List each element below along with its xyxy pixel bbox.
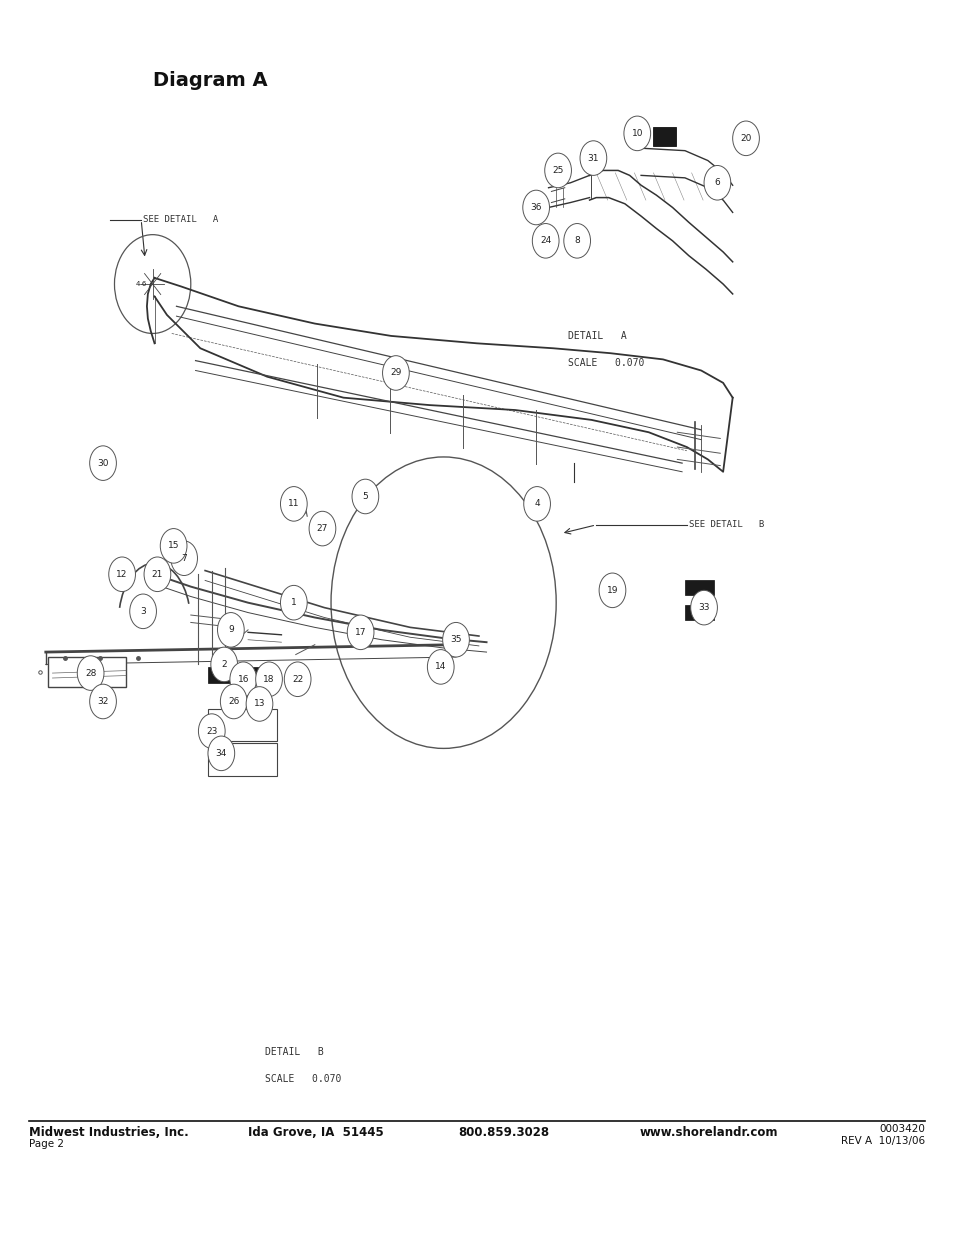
Text: 14: 14 <box>435 662 446 672</box>
Text: SCALE   0.070: SCALE 0.070 <box>567 358 643 368</box>
FancyBboxPatch shape <box>208 709 276 741</box>
Text: 4-6: 4-6 <box>135 282 147 287</box>
Text: 10: 10 <box>631 128 642 138</box>
Text: 13: 13 <box>253 699 265 709</box>
Circle shape <box>522 190 549 225</box>
Circle shape <box>382 356 409 390</box>
Text: REV A  10/13/06: REV A 10/13/06 <box>841 1136 924 1146</box>
Text: Diagram A: Diagram A <box>152 70 267 90</box>
Text: 800.859.3028: 800.859.3028 <box>457 1126 549 1140</box>
Text: 34: 34 <box>215 748 227 758</box>
Circle shape <box>130 594 156 629</box>
Text: 26: 26 <box>228 697 239 706</box>
Text: Midwest Industries, Inc.: Midwest Industries, Inc. <box>29 1126 188 1140</box>
Circle shape <box>347 615 374 650</box>
Circle shape <box>280 585 307 620</box>
Text: 1: 1 <box>291 598 296 608</box>
Text: DETAIL   A: DETAIL A <box>567 331 626 341</box>
Circle shape <box>623 116 650 151</box>
Text: 35: 35 <box>450 635 461 645</box>
Circle shape <box>523 487 550 521</box>
Text: Ida Grove, IA  51445: Ida Grove, IA 51445 <box>248 1126 383 1140</box>
Text: 7: 7 <box>181 553 187 563</box>
Circle shape <box>579 141 606 175</box>
Text: 28: 28 <box>85 668 96 678</box>
Text: 29: 29 <box>390 368 401 378</box>
Circle shape <box>171 541 197 576</box>
Circle shape <box>532 224 558 258</box>
Circle shape <box>160 529 187 563</box>
Circle shape <box>732 121 759 156</box>
Text: 21: 21 <box>152 569 163 579</box>
Text: 30: 30 <box>97 458 109 468</box>
Circle shape <box>90 446 116 480</box>
Text: 33: 33 <box>698 603 709 613</box>
Text: 19: 19 <box>606 585 618 595</box>
Circle shape <box>442 622 469 657</box>
Circle shape <box>217 613 244 647</box>
Text: 15: 15 <box>168 541 179 551</box>
Text: 31: 31 <box>587 153 598 163</box>
Circle shape <box>544 153 571 188</box>
Circle shape <box>703 165 730 200</box>
Text: 23: 23 <box>206 726 217 736</box>
Text: www.shorelandr.com: www.shorelandr.com <box>639 1126 777 1140</box>
Circle shape <box>230 662 256 697</box>
Circle shape <box>109 557 135 592</box>
Text: Page 2: Page 2 <box>29 1139 64 1149</box>
Text: 18: 18 <box>263 674 274 684</box>
Text: 17: 17 <box>355 627 366 637</box>
Text: 12: 12 <box>116 569 128 579</box>
Text: 3: 3 <box>140 606 146 616</box>
Text: 20: 20 <box>740 133 751 143</box>
Circle shape <box>309 511 335 546</box>
Text: 25: 25 <box>552 165 563 175</box>
Text: 2: 2 <box>221 659 227 669</box>
Text: 0003420: 0003420 <box>879 1124 924 1134</box>
Text: 16: 16 <box>237 674 249 684</box>
Text: 36: 36 <box>530 203 541 212</box>
FancyBboxPatch shape <box>208 743 276 776</box>
Circle shape <box>280 487 307 521</box>
Circle shape <box>90 684 116 719</box>
Text: 4: 4 <box>534 499 539 509</box>
Text: DETAIL   B: DETAIL B <box>265 1047 324 1057</box>
Text: 24: 24 <box>539 236 551 246</box>
Circle shape <box>352 479 378 514</box>
Circle shape <box>690 590 717 625</box>
FancyBboxPatch shape <box>684 580 713 595</box>
Text: 27: 27 <box>316 524 328 534</box>
Text: 5: 5 <box>362 492 368 501</box>
Circle shape <box>255 662 282 697</box>
Circle shape <box>208 736 234 771</box>
Text: 9: 9 <box>228 625 233 635</box>
Circle shape <box>284 662 311 697</box>
Text: 6: 6 <box>714 178 720 188</box>
FancyBboxPatch shape <box>653 127 676 146</box>
Text: SEE DETAIL   A: SEE DETAIL A <box>143 215 218 225</box>
Circle shape <box>246 687 273 721</box>
Circle shape <box>598 573 625 608</box>
FancyBboxPatch shape <box>684 605 713 620</box>
Text: 22: 22 <box>292 674 303 684</box>
FancyBboxPatch shape <box>48 657 126 687</box>
Circle shape <box>427 650 454 684</box>
Circle shape <box>198 714 225 748</box>
Text: SEE DETAIL   B: SEE DETAIL B <box>688 520 763 530</box>
Circle shape <box>144 557 171 592</box>
Text: SCALE   0.070: SCALE 0.070 <box>265 1074 341 1084</box>
Circle shape <box>220 684 247 719</box>
Text: 11: 11 <box>288 499 299 509</box>
Text: 32: 32 <box>97 697 109 706</box>
Text: 8: 8 <box>574 236 579 246</box>
FancyBboxPatch shape <box>208 667 260 683</box>
Circle shape <box>77 656 104 690</box>
Circle shape <box>211 647 237 682</box>
Circle shape <box>563 224 590 258</box>
